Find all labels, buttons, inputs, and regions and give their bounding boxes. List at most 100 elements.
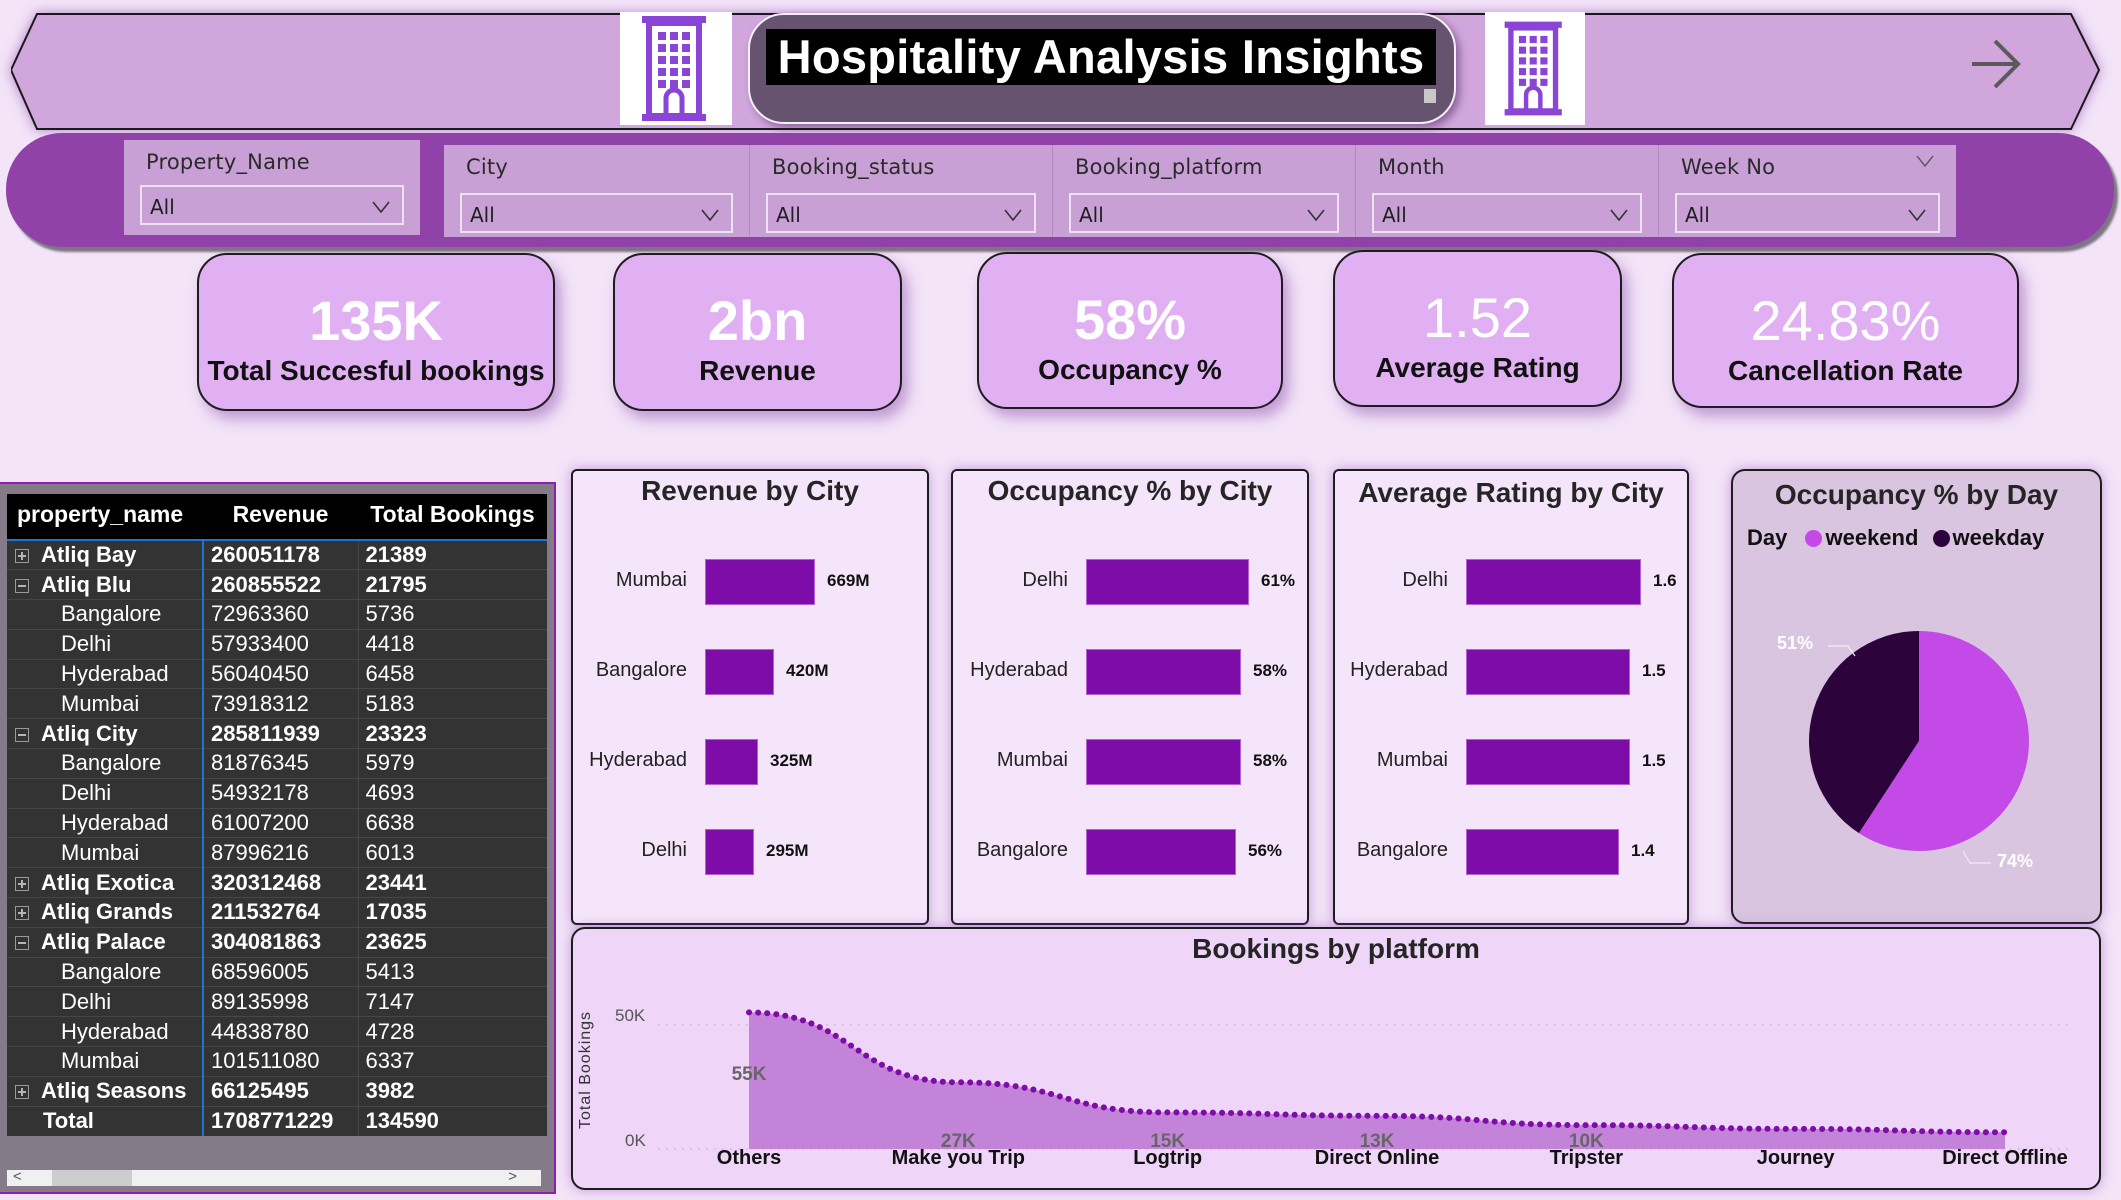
row-label: Atliq Blu bbox=[41, 571, 132, 597]
property-name-dropdown[interactable]: All bbox=[140, 185, 404, 225]
cell-revenue: 285811939 bbox=[203, 718, 359, 750]
bar-row: Mumbai 58% bbox=[953, 739, 1307, 785]
next-page-arrow-icon[interactable] bbox=[1970, 38, 2022, 90]
kpi-label: Average Rating bbox=[1375, 352, 1580, 383]
bar[interactable] bbox=[705, 829, 754, 875]
bar[interactable] bbox=[705, 559, 815, 605]
kpi-label: Revenue bbox=[699, 355, 816, 386]
scroll-left-icon[interactable]: < bbox=[13, 1168, 22, 1185]
pie-slice-weekday[interactable] bbox=[1809, 631, 1919, 834]
legend-item-weekday[interactable]: weekday bbox=[1952, 525, 2045, 550]
row-label: Delhi bbox=[61, 988, 112, 1014]
table-row: Atliq City 285811939 23323 bbox=[7, 718, 547, 750]
legend-dot-weekend bbox=[1805, 530, 1823, 547]
value-label: 1.6 bbox=[1653, 571, 1677, 590]
bar[interactable] bbox=[705, 739, 758, 785]
cell-total-bookings: 23625 bbox=[358, 927, 547, 958]
value-label: 1.4 bbox=[1631, 841, 1655, 860]
cell-total-bookings: 23441 bbox=[358, 867, 547, 899]
table-row: Delhi 57933400 4418 bbox=[7, 629, 547, 660]
row-label: Bangalore bbox=[61, 959, 162, 985]
table-row: Atliq Exotica 320312468 23441 bbox=[7, 867, 547, 899]
collapse-minus-icon[interactable] bbox=[15, 727, 29, 742]
chart-title: Occupancy % by City bbox=[987, 475, 1273, 506]
selected-value: All bbox=[1079, 203, 1104, 227]
chart-title: Bookings by platform bbox=[1192, 933, 1480, 964]
slicer-label: Week No bbox=[1681, 155, 1776, 179]
chevron-down-icon bbox=[1004, 209, 1022, 221]
booking-platform-dropdown[interactable]: All bbox=[1069, 193, 1339, 233]
column-header-property-name[interactable]: property_name bbox=[7, 494, 203, 541]
kpi-label: Cancellation Rate bbox=[1728, 355, 1963, 386]
category-label: Delhi bbox=[1022, 569, 1068, 591]
table-row: Bangalore 72963360 5736 bbox=[7, 599, 547, 630]
bar[interactable] bbox=[1086, 649, 1241, 695]
cell-property-name: Delhi bbox=[7, 629, 204, 660]
row-label: Hyderabad bbox=[61, 1018, 169, 1044]
bar[interactable] bbox=[1086, 559, 1249, 605]
chevron-down-icon bbox=[1307, 209, 1325, 221]
table-row: Hyderabad 56040450 6458 bbox=[7, 659, 547, 690]
data-point-label: 27K bbox=[940, 1131, 976, 1152]
table-row: Hyderabad 44838780 4728 bbox=[7, 1016, 547, 1048]
revenue-by-city-chart: Revenue by City Mumbai 669M Bangalore 420M H… bbox=[571, 469, 929, 925]
category-label: Delhi bbox=[641, 839, 687, 861]
bar[interactable] bbox=[1466, 559, 1641, 605]
cell-revenue: 68596005 bbox=[203, 957, 359, 988]
slicer-label: City bbox=[466, 155, 508, 179]
cell-property-name: Bangalore bbox=[7, 957, 204, 988]
selected-value: All bbox=[1382, 203, 1407, 227]
category-label: Hyderabad bbox=[1350, 659, 1448, 681]
bar[interactable] bbox=[1466, 649, 1630, 695]
week-no-dropdown[interactable]: All bbox=[1675, 193, 1940, 233]
data-point-label: 10K bbox=[1568, 1131, 1604, 1152]
occupancy-by-day-chart: Occupancy % by Day Day weekend weekday 5… bbox=[1731, 469, 2102, 924]
chart-title: Revenue by City bbox=[641, 475, 859, 506]
month-dropdown[interactable]: All bbox=[1372, 193, 1642, 233]
row-label: Mumbai bbox=[61, 690, 140, 716]
chevron-down-icon[interactable] bbox=[1916, 155, 1934, 167]
bar[interactable] bbox=[1086, 739, 1241, 785]
matrix-table: property_name Revenue Total Bookings Atl… bbox=[7, 494, 547, 1136]
chart-legend: Day weekend weekday bbox=[1747, 525, 2044, 551]
cell-property-name: Atliq Blu bbox=[7, 569, 204, 601]
row-label: Bangalore bbox=[61, 601, 162, 627]
bar[interactable] bbox=[1466, 739, 1630, 785]
bar[interactable] bbox=[1086, 829, 1236, 875]
horizontal-scrollbar[interactable]: < > bbox=[7, 1168, 541, 1186]
row-label: Atliq Seasons bbox=[41, 1078, 187, 1104]
city-dropdown[interactable]: All bbox=[460, 193, 733, 233]
column-header-revenue[interactable]: Revenue bbox=[203, 494, 358, 541]
column-header-total-bookings[interactable]: Total Bookings bbox=[358, 494, 547, 541]
data-point-label: 55K bbox=[731, 1064, 767, 1086]
chevron-down-icon bbox=[701, 209, 719, 221]
bar[interactable] bbox=[705, 649, 774, 695]
cell-revenue: 57933400 bbox=[203, 629, 359, 660]
x-axis-label: Others bbox=[716, 1147, 782, 1169]
row-label: Total bbox=[43, 1108, 94, 1134]
legend-item-weekend[interactable]: weekend bbox=[1825, 525, 1919, 550]
bar-row: Delhi 295M bbox=[573, 829, 927, 875]
row-label: Bangalore bbox=[61, 750, 162, 776]
slicer-booking-status: Booking_status All bbox=[749, 145, 1052, 237]
expand-plus-icon[interactable] bbox=[15, 1085, 29, 1100]
pie-slice-weekend[interactable] bbox=[1858, 631, 2029, 851]
scroll-right-icon[interactable]: > bbox=[508, 1168, 517, 1185]
table-row: Atliq Blu 260855522 21795 bbox=[7, 569, 547, 601]
bar-row: Mumbai 669M bbox=[573, 559, 927, 605]
expand-plus-icon[interactable] bbox=[15, 906, 29, 921]
booking-status-dropdown[interactable]: All bbox=[766, 193, 1036, 233]
expand-plus-icon[interactable] bbox=[15, 876, 29, 891]
cell-total-bookings: 7147 bbox=[358, 986, 547, 1018]
kpi-value: 1.52 bbox=[1423, 286, 1532, 349]
expand-plus-icon[interactable] bbox=[15, 549, 29, 564]
occupancy-by-city-chart: Occupancy % by City Delhi 61% Hyderabad 58%… bbox=[951, 469, 1309, 925]
scrollbar-thumb[interactable] bbox=[52, 1170, 132, 1186]
data-point-label: 13K bbox=[1359, 1131, 1395, 1152]
collapse-minus-icon[interactable] bbox=[15, 578, 29, 593]
bar[interactable] bbox=[1466, 829, 1619, 875]
area-fill bbox=[749, 1012, 2005, 1149]
table-row: Atliq Palace 304081863 23625 bbox=[7, 927, 547, 958]
area-line[interactable] bbox=[746, 1009, 2008, 1136]
collapse-minus-icon[interactable] bbox=[15, 936, 29, 951]
